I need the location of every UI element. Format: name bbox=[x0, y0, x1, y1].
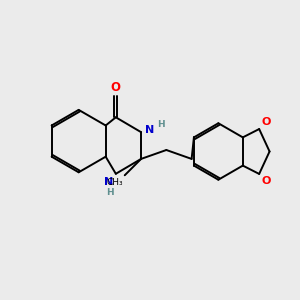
Text: O: O bbox=[261, 117, 271, 127]
Text: O: O bbox=[261, 176, 271, 186]
Text: O: O bbox=[111, 81, 121, 94]
Text: CH₃: CH₃ bbox=[107, 178, 124, 187]
Text: H: H bbox=[157, 120, 164, 129]
Text: H: H bbox=[106, 188, 113, 197]
Text: N: N bbox=[145, 125, 154, 135]
Text: N: N bbox=[104, 177, 113, 187]
